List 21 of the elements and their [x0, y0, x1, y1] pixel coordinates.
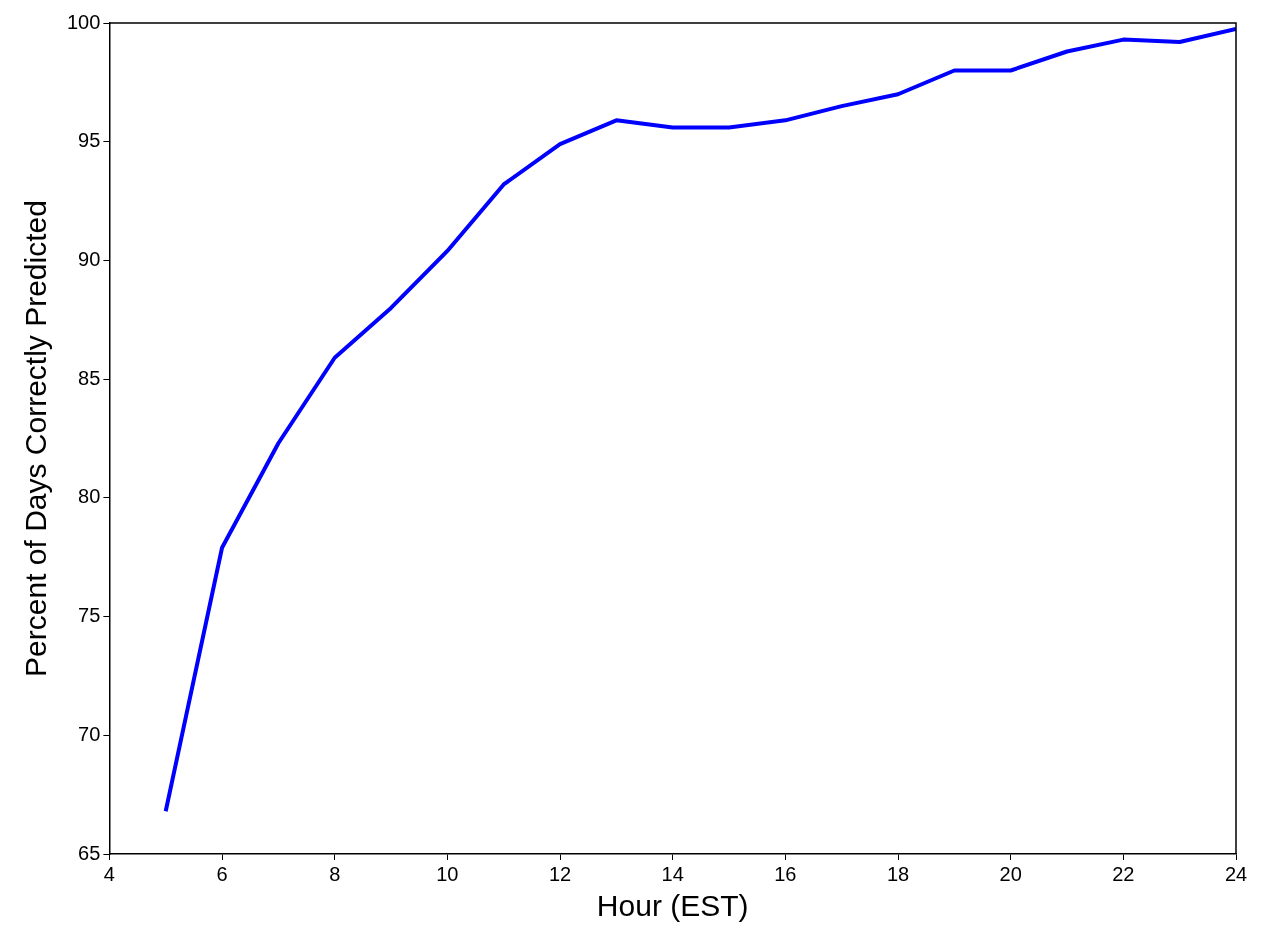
x-tick-label: 14	[661, 862, 684, 885]
y-tick-label: 65	[78, 841, 101, 864]
x-tick-label: 20	[999, 862, 1022, 885]
x-tick-label: 4	[103, 862, 115, 885]
y-tick-label: 85	[78, 366, 101, 389]
y-tick-label: 70	[78, 722, 101, 745]
x-tick-label: 24	[1224, 862, 1248, 885]
x-tick-label: 10	[436, 862, 459, 885]
y-tick-label: 90	[78, 247, 101, 270]
y-tick-label: 80	[78, 485, 101, 508]
y-axis-title: Percent of Days Correctly Predicted	[19, 200, 53, 677]
x-tick-label: 6	[216, 862, 228, 885]
y-tick-label: 100	[66, 10, 101, 33]
x-tick-label: 18	[886, 862, 910, 885]
x-axis-title: Hour (EST)	[596, 889, 749, 923]
y-tick-label: 95	[78, 129, 101, 152]
x-tick-label: 22	[1112, 862, 1135, 885]
x-tick-label: 16	[774, 862, 797, 885]
y-tick-label: 75	[78, 604, 101, 627]
x-tick-label: 12	[548, 862, 572, 885]
x-tick-label: 8	[329, 862, 341, 885]
